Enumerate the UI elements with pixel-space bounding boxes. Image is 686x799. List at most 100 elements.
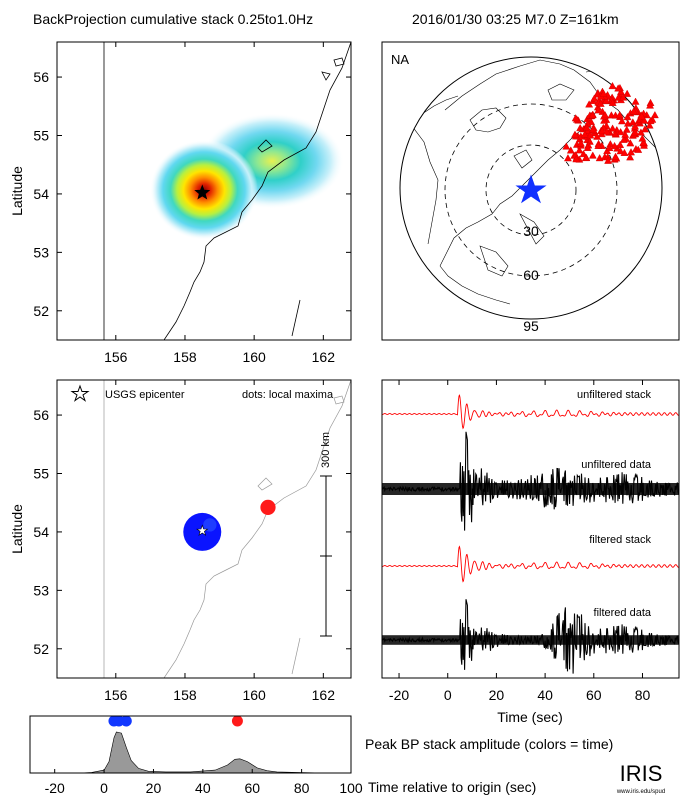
peak-xlabel: Time relative to origin (sec) [368, 779, 536, 795]
station-triangle [645, 121, 654, 129]
local-maximum-dot [260, 499, 276, 515]
x-tick-label: 156 [104, 687, 128, 703]
station-triangle [631, 122, 639, 130]
scale-label: 300 km [320, 432, 332, 468]
station-triangle [571, 114, 580, 122]
iris-logo-text: IRIS [620, 761, 663, 786]
station-triangle [616, 147, 625, 155]
y-tick-label: 53 [33, 244, 49, 260]
backprojection-map: 156 158 160 162 52 53 54 55 56 Latitude [9, 41, 352, 365]
station-triangle [588, 151, 597, 159]
station-triangle [616, 128, 625, 136]
station-triangle [634, 145, 643, 153]
station-triangle [621, 130, 630, 138]
station-triangle [610, 141, 619, 150]
station-triangle [562, 142, 571, 150]
station-triangle [629, 107, 638, 115]
x-tick-label: -20 [389, 687, 409, 703]
station-triangle [571, 130, 579, 138]
peak-caption: Peak BP stack amplitude (colors = time) [365, 736, 613, 752]
network-label: NA [391, 52, 409, 67]
ring-label-95: 95 [523, 318, 539, 334]
station-triangle [608, 81, 617, 90]
peak-area [30, 731, 351, 773]
station-triangle [631, 97, 640, 105]
trace-xlabel: Time (sec) [497, 709, 563, 725]
station-triangle [626, 153, 635, 161]
station-triangle [600, 116, 608, 124]
station-triangle [601, 111, 610, 119]
trace-filtered-data-band [382, 635, 679, 645]
y-tick-label: 56 [33, 407, 49, 423]
trace-lines [382, 394, 679, 674]
figure-title: BackProjection cumulative stack 0.25to1.… [33, 11, 313, 27]
x-tick-label: -20 [45, 780, 65, 796]
station-triangle [646, 116, 655, 125]
local-maxima-map: 156 158 160 162 52 53 54 55 56 Latitude USGS epi… [9, 379, 352, 703]
station-triangle [602, 127, 611, 135]
station-triangle [604, 156, 613, 164]
epicenter-star [196, 524, 209, 536]
y-tick-label: 56 [33, 69, 49, 85]
map3-ylabel: Latitude [9, 504, 25, 554]
label-unfiltered-data: unfiltered data [581, 459, 652, 471]
event-star [515, 174, 547, 204]
legend-epicenter: USGS epicenter [105, 389, 185, 401]
station-triangle [640, 116, 649, 124]
trace-panel: -20 0 20 40 60 80 unfiltered stack unfiltered… [381, 379, 680, 725]
ring-label-30: 30 [523, 223, 539, 239]
station-triangle [626, 139, 635, 147]
x-tick-label: 0 [100, 780, 108, 796]
station-triangle [614, 84, 623, 92]
station-triangle [589, 125, 598, 133]
trace-filtered-stack [382, 545, 679, 583]
station-triangle [638, 134, 647, 142]
station-triangle [637, 112, 646, 120]
station-triangle [582, 153, 590, 161]
x-tick-label: 162 [312, 349, 336, 365]
label-filtered-stack: filtered stack [589, 534, 651, 546]
x-tick-label: 20 [489, 687, 505, 703]
y-tick-label: 55 [33, 127, 49, 143]
station-triangle [608, 124, 617, 132]
station-map: NA 30 60 95 [381, 41, 680, 341]
epicenter-star-heatmap [194, 184, 211, 200]
x-tick-label: 158 [173, 349, 197, 365]
x-tick-label: 162 [312, 687, 336, 703]
y-tick-label: 55 [33, 465, 49, 481]
map3-axis-ticks: 156 158 160 162 52 53 54 55 56 [33, 380, 351, 703]
ring-label-60: 60 [523, 267, 539, 283]
trace-unfiltered-data-band [382, 483, 679, 495]
station-triangle [588, 111, 597, 119]
station-triangle [575, 146, 584, 154]
coastline-gray [103, 380, 351, 678]
map1-axis-ticks: 156 158 160 162 52 53 54 55 56 [33, 42, 351, 365]
station-triangle [620, 148, 629, 156]
station-triangle [614, 93, 623, 101]
station-triangle [619, 135, 628, 143]
station-triangle [564, 154, 572, 162]
station-triangle [608, 98, 617, 106]
x-tick-label: 100 [339, 780, 363, 796]
station-triangle [622, 125, 631, 133]
station-triangle [599, 89, 608, 97]
station-triangle [572, 155, 581, 163]
station-triangle [593, 132, 602, 140]
coastline [103, 42, 351, 340]
x-tick-label: 80 [294, 780, 310, 796]
station-triangle [596, 99, 605, 107]
distance-rings [444, 103, 618, 277]
x-tick-label: 80 [635, 687, 651, 703]
y-tick-label: 52 [33, 303, 49, 319]
x-tick-label: 158 [173, 687, 197, 703]
station-triangle [594, 141, 603, 149]
label-unfiltered-stack: unfiltered stack [577, 389, 651, 401]
station-triangle [582, 123, 591, 131]
station-triangle [650, 111, 659, 119]
station-triangle [623, 89, 632, 97]
station-triangle [583, 143, 592, 151]
station-triangle [637, 128, 645, 136]
station-triangle [602, 96, 611, 104]
map1-ylabel: Latitude [9, 166, 25, 216]
